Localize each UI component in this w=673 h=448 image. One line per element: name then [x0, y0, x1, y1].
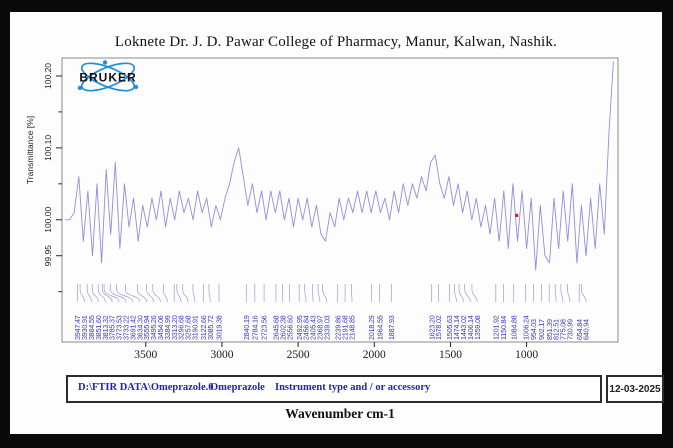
x-axis: 3500 3000 2500 2000 1500 1000 [134, 342, 538, 361]
peak-label: 1006.24 [521, 315, 530, 340]
peak-label: 3257.68 [184, 315, 193, 340]
peak-label: 3785.37 [108, 315, 117, 340]
peak-label: 3384.99 [163, 315, 172, 340]
x-tick-label: 2500 [287, 349, 310, 361]
plot-frame [61, 57, 619, 343]
peak-label: 1084.88 [509, 315, 518, 340]
peak-label: 1964.55 [375, 315, 384, 340]
peak-label: 3495.26 [149, 315, 158, 340]
date-value: 12-03-2025 [609, 383, 661, 395]
report-body: Loknete Dr. J. D. Pawar College of Pharm… [10, 12, 664, 434]
peak-label: 3296.68 [177, 315, 186, 340]
x-tick-label: 2000 [363, 349, 386, 361]
peak-label: 3085.72 [206, 315, 215, 340]
x-tick-label: 3000 [210, 349, 233, 361]
peak-label: 851.39 [545, 319, 554, 340]
peak-label: 2456.84 [302, 315, 311, 340]
peak-label: 3019.38 [215, 315, 224, 340]
peak-label: 2840.19 [242, 315, 251, 340]
peak-label: 2492.95 [295, 315, 304, 340]
date-box: 12-03-2025 [606, 375, 664, 403]
peak-label: 1406.14 [466, 315, 475, 340]
bruker-logo: BRUKER [77, 60, 139, 92]
peak-label: 730.99 [566, 319, 575, 340]
peak-label: 902.17 [537, 319, 546, 340]
peak-label: 2645.68 [272, 315, 281, 340]
peak-label: 2723.56 [260, 315, 269, 340]
y-axis-title: Transmittance [%] [25, 116, 35, 184]
peak-label: 3691.42 [128, 315, 137, 340]
instrument-type-label: Instrument type and / or accessory [275, 382, 431, 393]
peak-label: 812.51 [552, 319, 561, 340]
peak-label: 2018.29 [367, 315, 376, 340]
y-tick-label: 100.10 [43, 135, 53, 161]
peak-label: 654.84 [575, 319, 584, 340]
peak-label: 3122.66 [199, 315, 208, 340]
peak-label: 640.94 [582, 319, 591, 340]
peak-label: 954.03 [529, 319, 538, 340]
peak-label: 2556.60 [285, 315, 294, 340]
x-tick-label: 1500 [439, 349, 462, 361]
peak-label: 2602.38 [278, 315, 287, 340]
x-tick-label: 1000 [515, 349, 538, 361]
peak-label: 3634.30 [135, 315, 144, 340]
y-tick-label: 100.00 [43, 207, 53, 233]
x-tick-label: 3500 [134, 349, 157, 361]
peak-label: 3313.20 [170, 315, 179, 340]
logo-text: BRUKER [79, 71, 136, 85]
peak-label: 3190.91 [191, 315, 200, 340]
peak-label: 2339.03 [322, 315, 331, 340]
peak-label: 3930.91 [80, 315, 89, 340]
y-axis: 100.20 100.10 100.00 99.95 Transmittance [%] [25, 63, 62, 293]
peak-label: 3813.32 [101, 315, 110, 340]
y-tick-label: 99.95 [43, 245, 53, 267]
peak-label: 775.08 [559, 319, 568, 340]
peak-label: 2239.86 [333, 315, 342, 340]
page-title: Loknete Dr. J. D. Pawar College of Pharm… [114, 34, 558, 50]
peak-annotations: 3947.473930.913884.553851.603813.323785.… [73, 284, 591, 340]
file-path: D:\FTIR DATA\Omeprazole.0 [78, 382, 214, 393]
peak-label: 2405.43 [309, 315, 318, 340]
x-axis-unit-label: Wavenumber cm-1 [285, 406, 395, 421]
peak-label: 1474.14 [452, 315, 461, 340]
peak-label: 1505.63 [445, 315, 454, 340]
sample-name: Omeprazole [210, 382, 265, 393]
footer-info-bar: D:\FTIR DATA\Omeprazole.0 Omeprazole Ins… [66, 375, 602, 403]
peak-label: 3555.94 [142, 315, 151, 340]
peak-label: 1201.92 [491, 315, 500, 340]
peak-label: 1359.08 [473, 315, 482, 340]
peak-label: 1150.84 [499, 316, 508, 340]
peak-label: 1887.93 [387, 315, 396, 340]
peak-label: 3851.60 [94, 315, 103, 340]
ftir-spectrum-chart: 100.20 100.10 100.00 99.95 Transmittance [%]… [25, 57, 619, 361]
peak-label: 3454.06 [156, 315, 165, 340]
cursor-marker [515, 213, 519, 217]
spectrum-curve [65, 61, 614, 271]
peak-label: 3884.55 [87, 315, 96, 340]
peak-label: 2784.16 [250, 315, 259, 340]
peak-label: 1578.02 [434, 315, 443, 340]
peak-label: 2368.97 [316, 315, 325, 340]
peak-label: 3733.22 [122, 315, 131, 340]
peak-label: 2148.85 [348, 315, 357, 340]
peak-label: 2191.68 [341, 315, 350, 340]
peak-label: 3947.47 [73, 315, 82, 340]
y-tick-label: 100.20 [43, 63, 53, 89]
peak-label: 3773.53 [115, 315, 124, 340]
peak-label: 1623.20 [427, 315, 436, 340]
peak-label: 1443.02 [459, 315, 468, 340]
